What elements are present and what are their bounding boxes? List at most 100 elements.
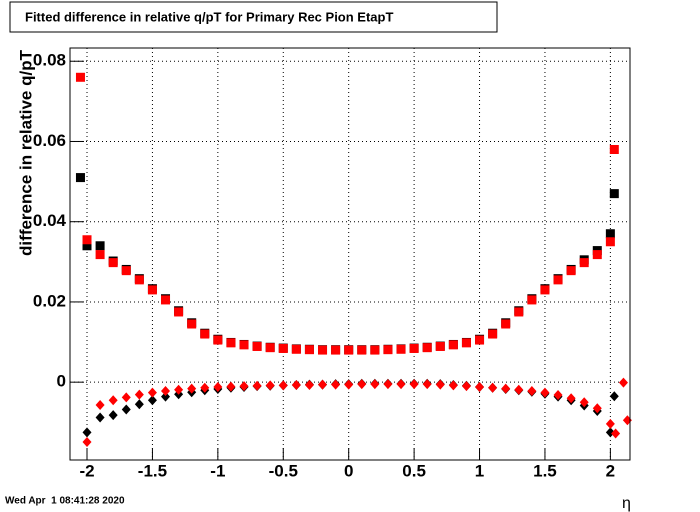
x-tick-label: 0.5 <box>402 461 426 480</box>
data-point <box>461 338 471 348</box>
data-point <box>147 285 157 295</box>
data-point <box>396 379 406 390</box>
data-point <box>514 384 524 395</box>
data-point <box>383 345 393 355</box>
data-point <box>121 404 131 415</box>
chart-title: Fitted difference in relative q/pT for P… <box>25 9 393 24</box>
data-point <box>161 385 171 396</box>
data-point <box>566 266 576 276</box>
data-point <box>609 391 619 402</box>
y-tick-label: 0.04 <box>33 211 67 230</box>
data-point <box>134 399 144 410</box>
data-point <box>75 173 85 183</box>
data-point <box>579 397 589 408</box>
data-point <box>422 379 432 390</box>
x-tick-label: -1.5 <box>138 461 167 480</box>
x-axis-label: η <box>622 495 631 512</box>
data-point <box>95 241 105 251</box>
data-point <box>108 258 118 268</box>
data-point <box>396 344 406 354</box>
data-point <box>553 390 563 401</box>
data-point <box>553 275 563 285</box>
data-point <box>108 395 118 406</box>
y-tick-label: 0.08 <box>33 51 66 70</box>
data-point <box>265 380 275 391</box>
y-tick-label: 0.06 <box>33 131 66 150</box>
data-point <box>609 189 619 199</box>
plot-area: 0 0.02 0.04 0.06 0.08 -2 -1.5 -1 -0.5 0 0.5 1 1.5 2 <box>33 48 632 480</box>
data-point <box>187 383 197 394</box>
data-point <box>318 345 328 355</box>
data-point <box>121 392 131 403</box>
data-point <box>95 400 105 411</box>
data-point <box>318 379 328 390</box>
data-point <box>592 250 602 260</box>
data-point <box>278 380 288 391</box>
data-point <box>579 258 589 268</box>
data-point <box>213 381 223 392</box>
data-point <box>147 387 157 398</box>
title-box <box>9 1 498 33</box>
data-point <box>618 377 628 388</box>
data-point <box>265 343 275 353</box>
frame <box>69 47 631 461</box>
data-point <box>147 395 157 406</box>
data-point <box>200 382 210 393</box>
data-point <box>527 295 537 305</box>
data-point <box>501 319 511 329</box>
data-point <box>435 379 445 390</box>
data-point <box>475 381 485 392</box>
data-point <box>409 379 419 390</box>
data-point <box>161 295 171 305</box>
data-point <box>609 144 619 154</box>
x-tick-label: 2 <box>606 461 615 480</box>
data-point <box>605 418 615 429</box>
data-point <box>448 340 458 350</box>
y-tick-label: 0.02 <box>33 291 66 310</box>
data-point <box>82 235 92 245</box>
data-point <box>239 381 249 392</box>
data-point <box>121 266 131 276</box>
timestamp: Wed Apr 1 08:41:28 2020 <box>5 496 125 507</box>
data-point <box>108 410 118 421</box>
data-point <box>331 379 341 390</box>
data-point <box>592 403 602 414</box>
data-point <box>252 380 262 391</box>
data-point <box>605 237 615 247</box>
data-point <box>161 391 171 402</box>
data-point <box>252 341 262 351</box>
data-point <box>304 379 314 390</box>
data-point <box>331 345 341 355</box>
data-point <box>370 379 380 390</box>
data-point <box>605 229 615 239</box>
data-point <box>82 436 92 447</box>
data-point <box>475 335 485 345</box>
data-point <box>540 387 550 398</box>
data-point <box>422 343 432 353</box>
x-tick-label: -1 <box>210 461 225 480</box>
data-point <box>291 379 301 390</box>
data-point <box>501 383 511 394</box>
data-point <box>357 345 367 355</box>
data-point <box>383 379 393 390</box>
data-point <box>174 384 184 395</box>
data-point <box>134 275 144 285</box>
data-point <box>488 382 498 393</box>
data-point <box>278 343 288 353</box>
data-point <box>226 381 236 392</box>
data-point <box>611 428 621 439</box>
data-point <box>344 379 354 390</box>
data-point <box>213 335 223 345</box>
x-tick-label: 0 <box>344 461 353 480</box>
data-point <box>174 307 184 317</box>
x-tick-label: -2 <box>79 461 94 480</box>
data-point <box>566 393 576 404</box>
x-tick-label: 1.5 <box>533 461 557 480</box>
data-point <box>95 412 105 423</box>
data-point <box>304 345 314 355</box>
data-point <box>75 72 85 82</box>
x-tick-label: -0.5 <box>269 461 298 480</box>
data-point <box>226 338 236 348</box>
data-point <box>82 427 92 438</box>
